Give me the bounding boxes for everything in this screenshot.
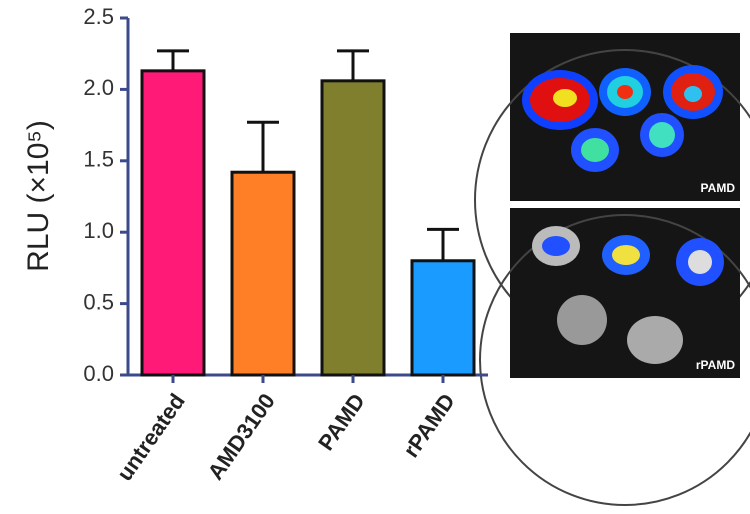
blob [581, 138, 609, 162]
bar [320, 79, 386, 377]
x-tick-label: rPAMD [398, 389, 460, 462]
blob [627, 316, 683, 364]
inset-rpamd: rPAMD [479, 208, 750, 506]
y-tick-label: 0.5 [83, 289, 114, 314]
blob [557, 295, 607, 345]
bar [140, 69, 206, 377]
blob [649, 122, 675, 148]
y-tick-label: 0.0 [83, 361, 114, 386]
y-tick-label: 1.5 [83, 147, 114, 172]
blob [553, 89, 577, 107]
blob [612, 245, 640, 265]
bar [230, 170, 296, 377]
y-axis-title: RLU (×10⁵) [22, 120, 55, 272]
x-tick-label: PAMD [313, 389, 370, 455]
image-label: rPAMD [696, 358, 735, 372]
inset-pamd: PAMD [474, 33, 750, 351]
blob [617, 85, 633, 99]
y-tick-label: 1.0 [83, 218, 114, 243]
image-label: PAMD [701, 181, 736, 195]
blob [542, 236, 570, 256]
y-tick-label: 2.0 [83, 75, 114, 100]
blob [688, 250, 712, 274]
x-tick-label: AMD3100 [203, 389, 280, 484]
dish-edge [479, 214, 750, 506]
y-tick-label: 2.5 [83, 4, 114, 29]
blob [684, 86, 702, 102]
x-tick-label: untreated [112, 389, 190, 485]
bar [410, 259, 476, 377]
